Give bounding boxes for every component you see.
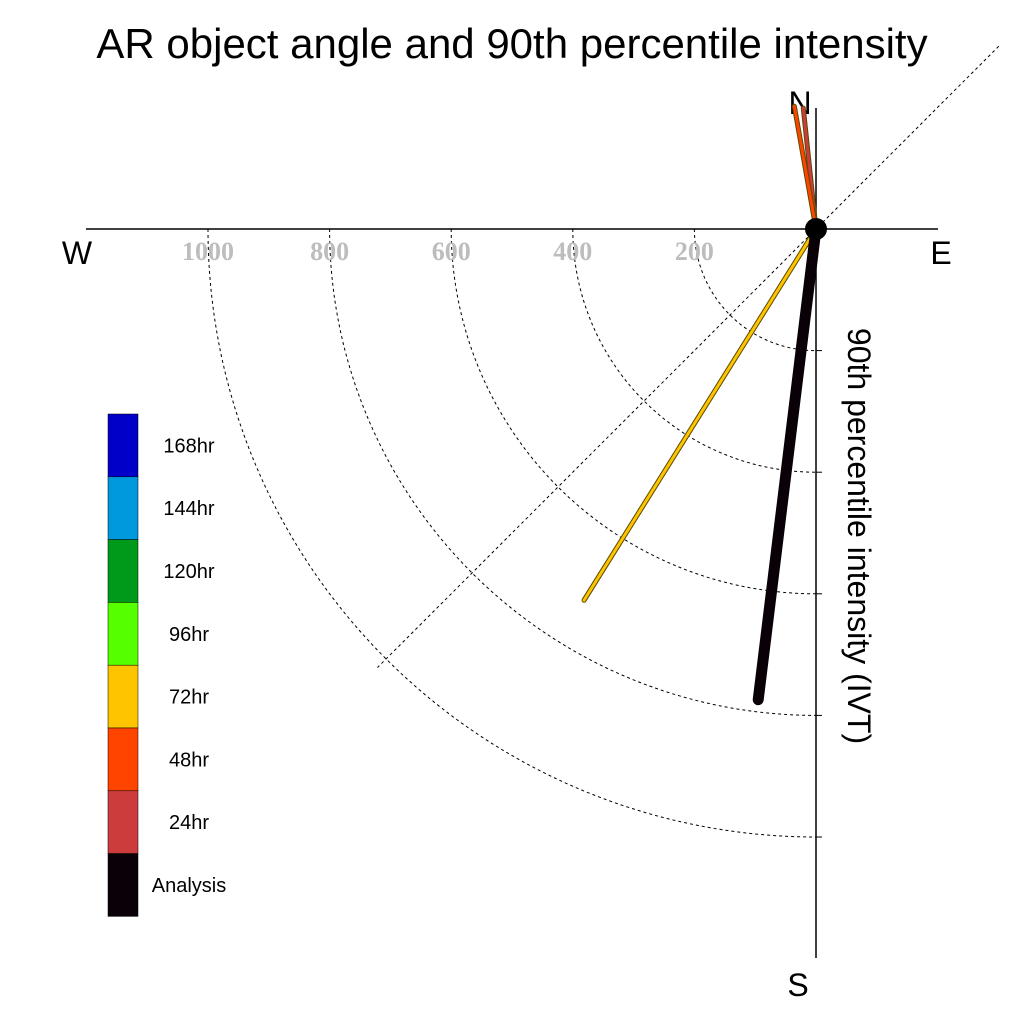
grid-ring-1000 [207,228,817,838]
radial-tick-label: 1000 [182,237,234,266]
polar-grid [207,45,1000,838]
radial-tick-label: 600 [432,237,471,266]
west-label: W [62,235,93,271]
vector-line [582,227,818,602]
radial-axis-label: 90th percentile intensity (IVT) [841,328,877,744]
radial-tick-labels: 200 400 600 800 1000 [182,237,714,266]
legend-label: 48hr [169,749,209,771]
radial-tick-label: 200 [675,237,714,266]
north-label: N [788,85,811,121]
grid-diagonal [377,45,1000,668]
legend-swatch [107,413,139,478]
vector-72hr [581,226,819,603]
vector-analysis [752,223,822,706]
legend-label: Analysis [152,875,226,897]
vector-series [581,103,822,706]
legend: 168hr 144hr 120hr 96hr 72hr 48hr 24hr Analysis [107,413,226,917]
legend-label: 96hr [169,624,209,646]
radial-tick-label: 400 [553,237,592,266]
legend-label: 168hr [163,435,214,457]
vector-line [792,104,818,231]
legend-label: 72hr [169,687,209,709]
radial-tick-label: 800 [310,237,349,266]
legend-label: 144hr [163,498,214,520]
vector-48hr [791,103,819,232]
origin-marker [805,218,827,240]
legend-swatch [107,539,139,603]
chart-title: AR object angle and 90th percentile inte… [96,20,927,67]
legend-swatch [107,476,139,540]
south-label: S [787,967,808,1003]
grid-ring-200 [693,228,817,352]
legend-swatch [107,853,139,917]
east-label: E [930,235,951,271]
grid-ring-800 [329,228,817,716]
legend-label: 120hr [163,561,214,583]
legend-label: 24hr [169,812,209,834]
legend-swatch [107,602,139,666]
legend-swatch [107,790,139,854]
grid-ring-400 [572,228,817,473]
legend-swatch [107,664,139,729]
vector-outline [752,223,822,706]
legend-swatch [107,727,139,792]
grid-ring-600 [450,228,817,595]
